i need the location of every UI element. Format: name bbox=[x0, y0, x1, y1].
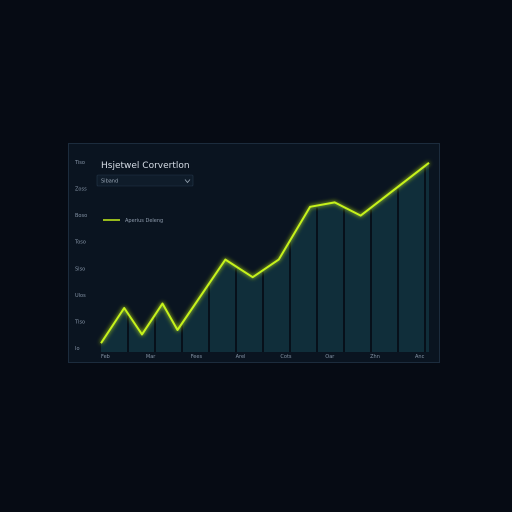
series-dropdown-value[interactable]: Siband bbox=[101, 179, 118, 185]
y-tick-label: Ulos bbox=[75, 293, 86, 299]
x-tick-label: Mar bbox=[146, 354, 156, 360]
y-tick-label: Toso bbox=[74, 240, 86, 246]
x-tick-label: Zhn bbox=[370, 354, 380, 360]
area-column-dividers bbox=[127, 167, 426, 352]
y-tick-label: Tiso bbox=[74, 160, 85, 166]
x-tick-label: Oar bbox=[325, 354, 335, 360]
y-axis-ticks: Tiso Zoss Boso Toso Slso Ulos Tlso Io bbox=[74, 160, 87, 352]
series-dropdown[interactable]: Siband bbox=[96, 174, 194, 187]
series-line bbox=[100, 162, 430, 344]
x-tick-label: Feb bbox=[101, 354, 110, 360]
chart-panel: Hsjetwel Corvertlon Siband Aperius Delen… bbox=[68, 143, 440, 363]
y-tick-label: Zoss bbox=[75, 187, 87, 193]
legend-label: Aperius Deleng bbox=[125, 218, 163, 224]
chart-title: Hsjetwel Corvertlon bbox=[101, 161, 190, 171]
x-tick-label: Anc bbox=[415, 354, 425, 360]
y-tick-label: Slso bbox=[75, 266, 85, 272]
chevron-down-icon[interactable] bbox=[184, 179, 191, 184]
x-axis-ticks: Feb Mar Fees Arel Cots Oar Zhn Anc bbox=[101, 354, 425, 360]
y-tick-label: Tlso bbox=[74, 319, 85, 325]
y-tick-label: Boso bbox=[75, 213, 87, 219]
y-tick-label: Io bbox=[75, 346, 80, 352]
x-tick-label: Arel bbox=[236, 354, 246, 360]
series-area-fill bbox=[101, 162, 429, 352]
x-tick-label: Fees bbox=[191, 354, 203, 360]
legend: Aperius Deleng bbox=[103, 218, 163, 224]
series-dropdown-box[interactable] bbox=[96, 174, 194, 187]
line-chart: Hsjetwel Corvertlon Siband Aperius Delen… bbox=[74, 160, 430, 360]
x-tick-label: Cots bbox=[280, 354, 292, 360]
